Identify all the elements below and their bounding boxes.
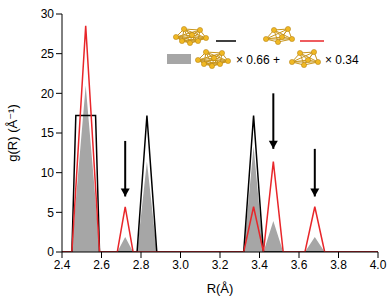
svg-text:5: 5 bbox=[47, 206, 54, 220]
svg-text:20: 20 bbox=[41, 87, 55, 101]
svg-text:3.8: 3.8 bbox=[330, 258, 347, 272]
svg-text:2.4: 2.4 bbox=[54, 258, 71, 272]
svg-text:R(Å): R(Å) bbox=[207, 281, 234, 296]
svg-text:10: 10 bbox=[41, 166, 55, 180]
svg-text:30: 30 bbox=[41, 7, 55, 21]
svg-text:3.2: 3.2 bbox=[212, 258, 229, 272]
svg-text:g(R) (Å⁻¹): g(R) (Å⁻¹) bbox=[8, 104, 20, 161]
svg-text:15: 15 bbox=[41, 126, 55, 140]
svg-text:3.6: 3.6 bbox=[291, 258, 308, 272]
svg-text:× 0.66 +: × 0.66 + bbox=[236, 53, 280, 67]
svg-text:3.0: 3.0 bbox=[172, 258, 189, 272]
svg-text:2.8: 2.8 bbox=[133, 258, 150, 272]
svg-text:25: 25 bbox=[41, 47, 55, 61]
svg-text:0: 0 bbox=[47, 245, 54, 259]
svg-text:3.4: 3.4 bbox=[251, 258, 268, 272]
svg-text:2.6: 2.6 bbox=[93, 258, 110, 272]
svg-text:× 0.34: × 0.34 bbox=[325, 53, 359, 67]
svg-text:4.0: 4.0 bbox=[370, 258, 381, 272]
